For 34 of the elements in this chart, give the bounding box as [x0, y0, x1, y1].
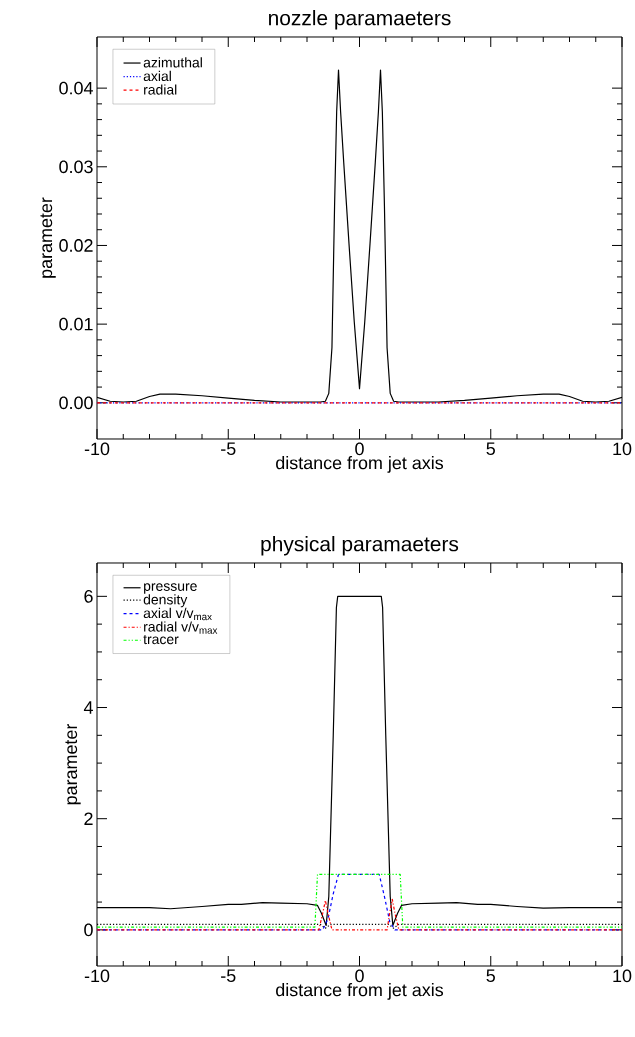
legend-label: radial	[144, 84, 177, 95]
y-tick-label: 2	[84, 812, 93, 825]
x-axis-title: distance from jet axis	[276, 456, 444, 473]
legend-label: pressure	[144, 583, 197, 594]
y-tick-label: 6	[84, 589, 93, 603]
x-tick-label: 0	[355, 969, 364, 983]
y-axis-title: parameter	[65, 723, 81, 805]
legend-label: axial v/v$_{max}$	[143, 607, 212, 621]
legend-label: azimuthal	[143, 57, 202, 68]
y-tick-label: 4	[83, 701, 93, 714]
x-tick-label: -5	[221, 969, 236, 983]
y-tick-label: 0.00	[59, 396, 93, 410]
x-tick-label: 10	[613, 969, 632, 983]
x-tick-label: 5	[486, 969, 495, 983]
y-tick-label: 0.03	[59, 160, 93, 174]
legend-label: tracer	[143, 635, 179, 645]
y-tick-label: 0.02	[59, 239, 93, 252]
x-tick-label: 10	[613, 442, 632, 456]
chart-title: physical paramaeters	[261, 535, 459, 556]
x-tick-label: -5	[221, 442, 236, 456]
legend-label: axial	[143, 70, 171, 82]
x-tick-label: -10	[84, 969, 110, 983]
y-tick-label: 0.01	[59, 317, 93, 331]
x-axis-title: distance from jet axis	[276, 983, 444, 1000]
legend-label: density	[143, 594, 188, 608]
x-tick-label: 5	[486, 442, 495, 456]
y-tick-label: 0.04	[59, 81, 93, 95]
y-tick-label: 0	[84, 923, 93, 937]
x-tick-label: -10	[84, 442, 110, 456]
y-axis-title: parameter	[40, 197, 56, 278]
legend-label: radial v/v$_{max}$	[144, 621, 218, 634]
line-series	[97, 898, 623, 931]
x-tick-label: 0	[355, 442, 364, 456]
chart-title: nozzle paramaeters	[269, 9, 451, 30]
